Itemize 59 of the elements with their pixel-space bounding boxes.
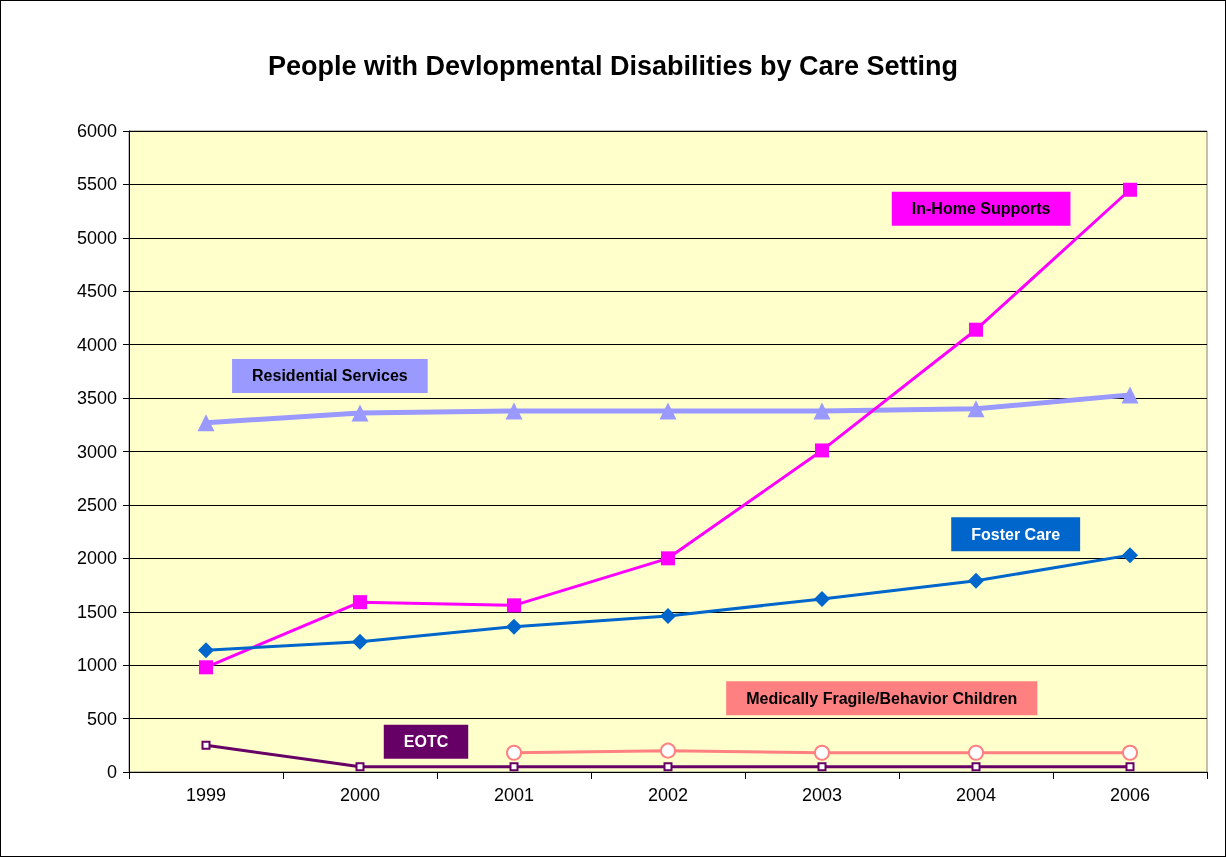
chart-title: People with Devlopmental Disabilities by Care Setting (267, 50, 959, 81)
point (509, 762, 519, 772)
point (968, 744, 984, 761)
x-tick-label: 2006 (1109, 785, 1151, 805)
point (817, 762, 827, 772)
point (353, 595, 367, 610)
point (814, 744, 830, 761)
x-tick-label: 1999 (185, 785, 227, 805)
y-tick-label: 2500 (76, 494, 117, 515)
x-tick-label: 2001 (493, 785, 535, 805)
y-tick-label: 5000 (76, 227, 117, 248)
y-tick-label: 1000 (76, 655, 117, 676)
text: In-Home Supports (911, 200, 1051, 218)
series-label: Foster Care (971, 525, 1061, 543)
point (661, 551, 675, 566)
y-tick-label: 2000 (76, 548, 117, 569)
y-tick-label: 1500 (76, 601, 117, 622)
point (352, 633, 368, 650)
point (971, 762, 981, 772)
point (815, 443, 829, 458)
point (659, 402, 677, 420)
point (507, 598, 521, 613)
point (355, 762, 365, 772)
point (967, 400, 985, 418)
point (197, 414, 215, 432)
y-tick-label: 0 (106, 762, 117, 782)
point (201, 740, 211, 750)
y-tick-label: 3500 (76, 388, 117, 409)
x-tick-label: 2003 (801, 785, 843, 805)
point (814, 590, 830, 607)
point (969, 322, 983, 337)
y-tick-label: 4000 (76, 334, 117, 355)
y-tick-label: 6000 (76, 121, 117, 141)
point (506, 744, 522, 761)
text: Medically Fragile/Behavior Children (746, 689, 1018, 707)
point (198, 642, 214, 659)
y-tick-label: 4500 (76, 281, 117, 302)
point (1125, 762, 1135, 772)
point (660, 608, 676, 625)
point (1121, 386, 1139, 404)
x-tick-label: 2004 (955, 785, 997, 805)
x-tick-label: 2000 (339, 785, 381, 805)
point (1122, 547, 1138, 564)
point (199, 660, 213, 675)
point (506, 618, 522, 635)
x-tick-label: 2002 (647, 785, 689, 805)
y-tick-label: 5500 (76, 174, 117, 195)
y-tick-label: 3000 (76, 441, 117, 462)
point (660, 742, 676, 759)
point (1122, 744, 1138, 761)
point (663, 762, 673, 772)
series-label: Residential Services (252, 367, 408, 385)
series-label: EOTC (403, 733, 449, 751)
y-tick-label: 500 (86, 708, 117, 729)
point (813, 402, 831, 420)
point (351, 404, 369, 422)
point (968, 572, 984, 589)
point (1123, 182, 1137, 197)
point (505, 402, 523, 420)
